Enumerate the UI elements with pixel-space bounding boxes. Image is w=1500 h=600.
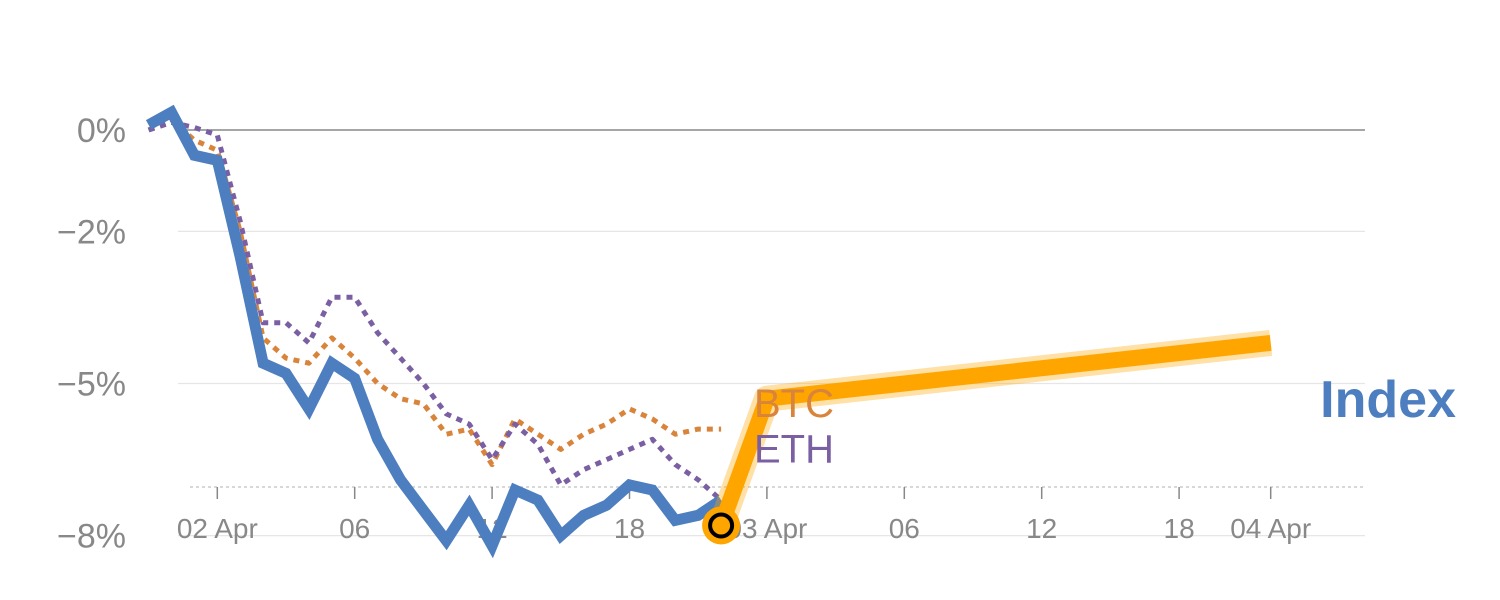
y-axis-ticks: 0% −2% −5% −8%	[57, 112, 126, 556]
x-tick-label: 04 Apr	[1230, 513, 1311, 544]
series-line-index	[145, 104, 725, 559]
x-tick-label: 18	[1164, 513, 1195, 544]
end-marker-group	[702, 506, 741, 545]
x-tick-label: 02 Apr	[177, 513, 258, 544]
y-tick-label: 0%	[77, 112, 126, 150]
y-tick-label: −5%	[57, 366, 126, 404]
x-tick-label: 06	[339, 513, 370, 544]
x-tick-label: 18	[614, 513, 645, 544]
series-label-index: Index	[1320, 371, 1456, 429]
series-label-btc: BTC	[754, 382, 834, 426]
end-marker	[708, 512, 735, 539]
series-line-btc	[147, 117, 722, 468]
series-line-eth	[147, 119, 723, 502]
x-tick-label: 03 Apr	[726, 513, 807, 544]
y-tick-label: −2%	[57, 213, 126, 251]
series-label-eth: ETH	[754, 428, 834, 472]
x-tick-label: 06	[889, 513, 920, 544]
series-line-index-projection	[713, 334, 1272, 529]
series-lines	[145, 104, 1273, 559]
y-tick-label: −8%	[57, 518, 126, 556]
gridlines	[178, 129, 1365, 537]
x-tick-label: 12	[1026, 513, 1057, 544]
